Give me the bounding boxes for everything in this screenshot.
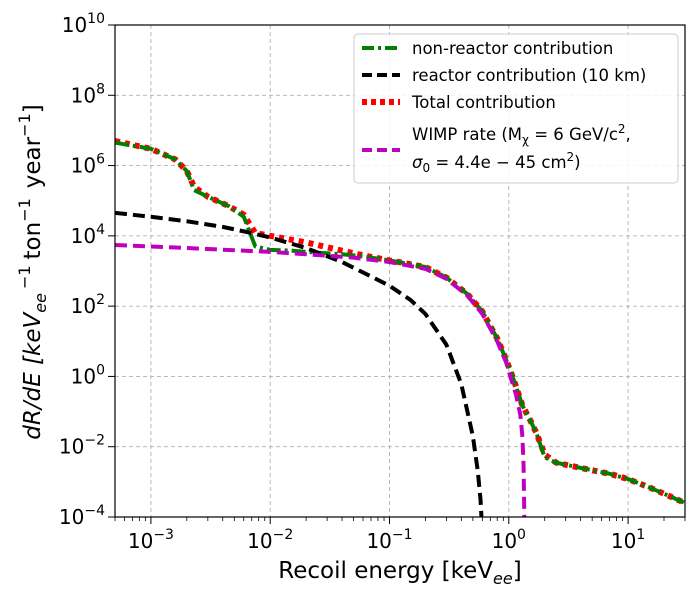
legend-label-reactor: reactor contribution (10 km) — [412, 66, 646, 85]
x-tick-label: 10−3 — [128, 527, 174, 553]
x-axis-label-sub: ee — [493, 569, 513, 588]
series-reactor-contribution-10-km — [115, 210, 484, 517]
y-tick-label: 108 — [71, 81, 105, 107]
legend-label-non-reactor: non-reactor contribution — [412, 39, 613, 58]
series-layer — [115, 138, 685, 517]
x-tick-label: 10−1 — [366, 527, 412, 553]
legend-label-total: Total contribution — [411, 93, 556, 112]
y-tick-label: 106 — [71, 152, 105, 178]
y-tick-label: 100 — [71, 362, 105, 388]
y-tick-label: 1010 — [62, 11, 105, 37]
legend: non-reactor contribution reactor contrib… — [353, 33, 679, 184]
y-axis-label: dR/dE [keVee−1ton−1year−1] — [15, 104, 50, 439]
legend-label-wimp-line1: WIMP rate (Mχ = 6 GeV/c2, — [412, 122, 631, 147]
legend-label-wimp-line2: σ0 = 4.4e − 45 cm2) — [412, 150, 581, 175]
y-tick-label: 10−4 — [59, 503, 105, 529]
grid — [115, 25, 685, 517]
y-tick-label: 104 — [71, 222, 105, 248]
series-wimp-rate — [115, 242, 527, 517]
plot-frame — [114, 24, 686, 518]
y-tick-label: 102 — [71, 292, 105, 318]
x-tick-label: 10−2 — [247, 527, 293, 553]
x-axis-label: Recoil energy [keVee] — [278, 558, 521, 588]
ticks: 10−3 10−2 10−1 100 101 10−4 10−2 100 102 104 106 10… — [59, 11, 686, 553]
y-tick-label: 10−2 — [59, 433, 105, 459]
legend-box — [353, 33, 679, 184]
x-tick-label: 101 — [611, 527, 645, 553]
x-tick-label: 100 — [492, 527, 526, 553]
